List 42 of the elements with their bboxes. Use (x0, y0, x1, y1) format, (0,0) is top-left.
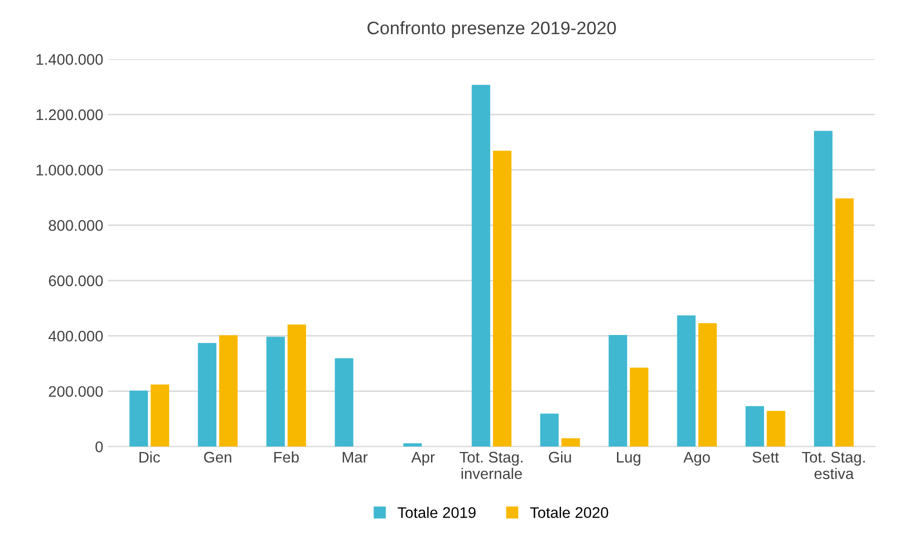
y-tick-label: 400.000 (48, 330, 103, 342)
bar (403, 443, 422, 447)
x-tick-label: Apr (411, 452, 435, 466)
y-tick-label: 600.000 (48, 275, 103, 286)
bar (266, 336, 285, 447)
bar (334, 358, 354, 447)
bar (150, 384, 170, 447)
y-tick-label: 1.200.000 (36, 109, 103, 120)
x-tick-label: Dic (140, 451, 160, 463)
legend-label: Totale 2019 (398, 506, 476, 518)
x-tick-label: Tot. Stag. invernale (460, 452, 522, 480)
bar (219, 335, 238, 447)
bar (492, 150, 512, 447)
bar (198, 343, 216, 447)
y-tick-label: 0 (95, 441, 103, 452)
bar (561, 438, 580, 447)
bar (540, 414, 559, 447)
bar (677, 315, 696, 447)
y-tick-label: 800.000 (48, 220, 103, 231)
x-tick-label: Gen (204, 452, 232, 463)
bar (698, 323, 717, 447)
bar (129, 390, 148, 447)
y-tick-label: 200.000 (48, 386, 103, 397)
bar (630, 368, 648, 447)
y-tick-label: 1.000.000 (36, 164, 103, 176)
bar (608, 335, 628, 447)
bar (835, 198, 854, 447)
bar (746, 406, 764, 447)
x-tick-label: Giu (548, 451, 571, 463)
legend-label: Totale 2020 (530, 506, 608, 518)
y-tick-label: 1.400.000 (36, 54, 103, 65)
x-tick-label: Lug (617, 452, 640, 466)
x-tick-label: Feb (274, 451, 299, 463)
bar (288, 324, 306, 447)
chart-title: Confronto presenze 2019-2020 (368, 21, 616, 38)
bar (472, 84, 490, 447)
x-tick-label: Ago (683, 452, 710, 466)
x-tick-label: Sett (752, 452, 779, 463)
x-tick-label: Tot. Stag. estiva (802, 452, 865, 480)
bar (814, 130, 832, 447)
x-tick-label: Mar (342, 452, 368, 463)
bar (766, 410, 786, 447)
